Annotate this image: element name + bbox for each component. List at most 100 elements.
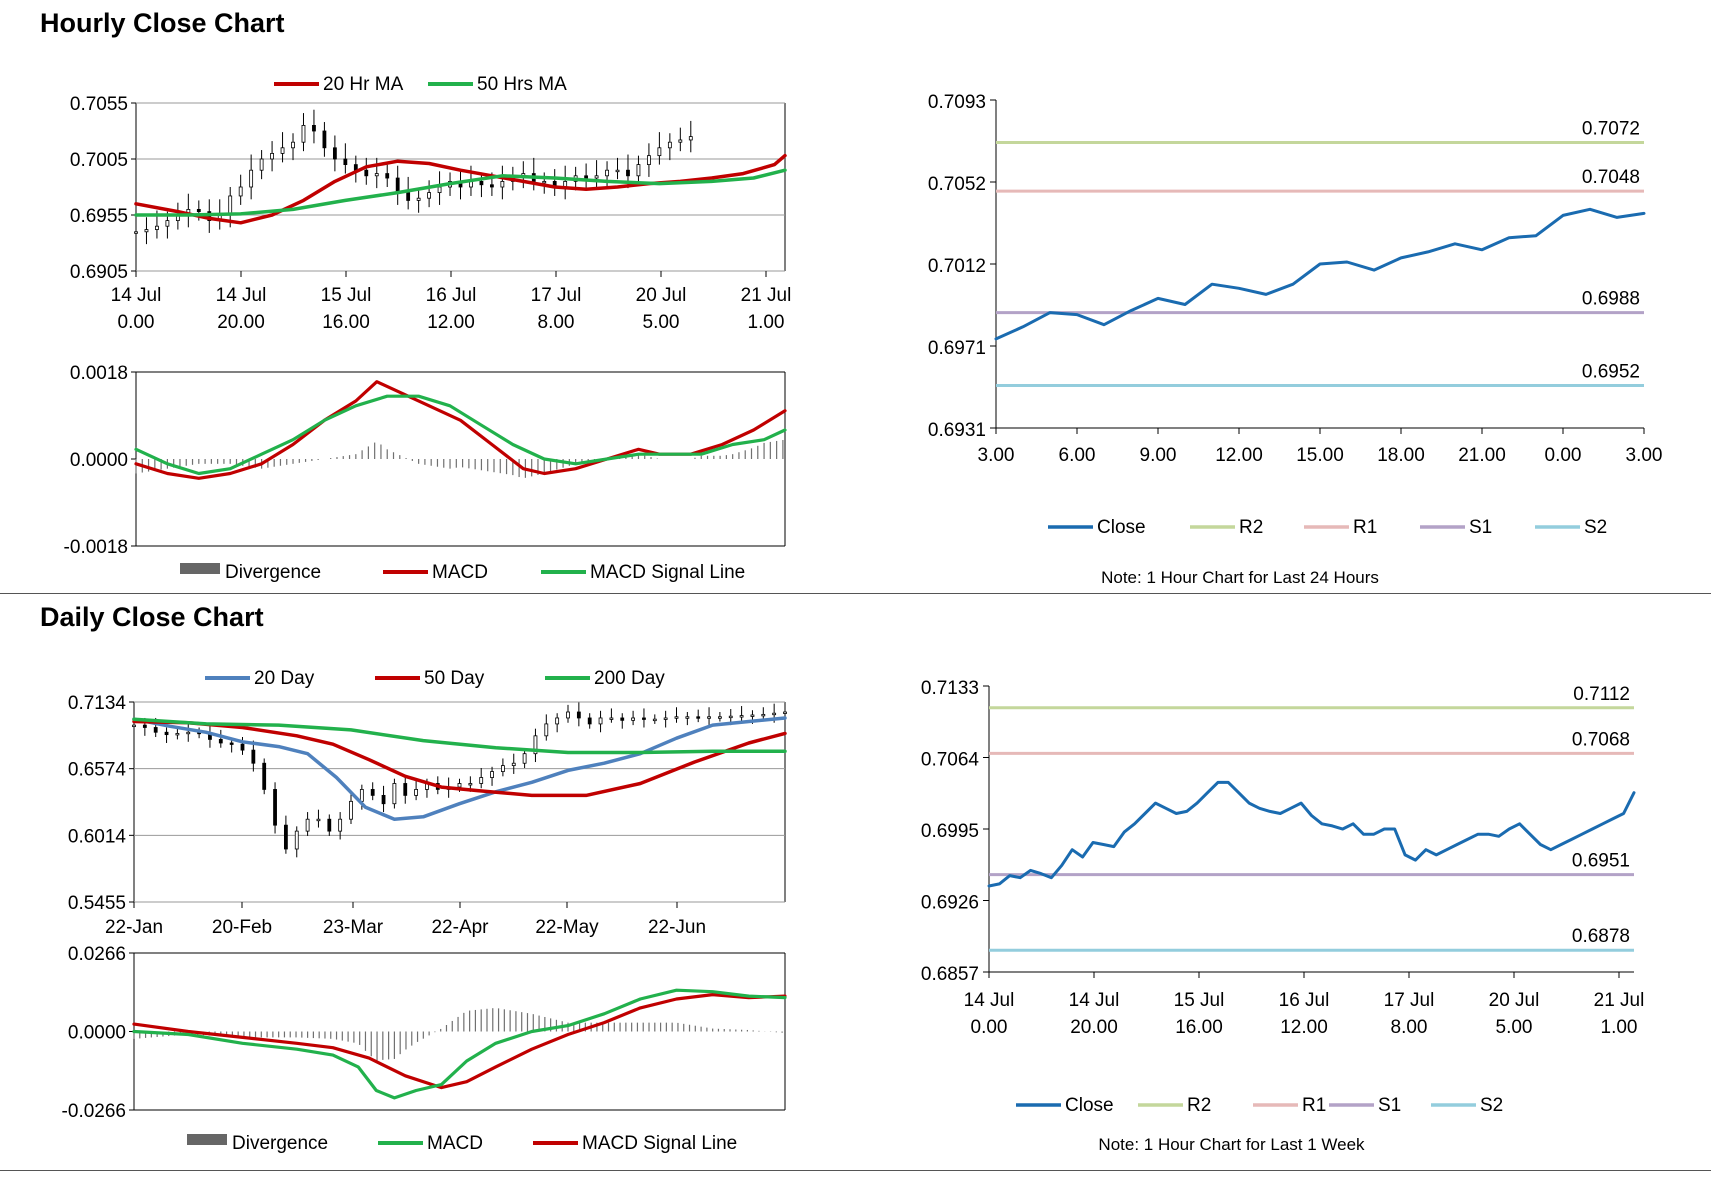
x-tick-label: 3.00: [978, 445, 1015, 466]
candle-body: [327, 818, 332, 832]
level-label-s2: 0.6952: [1582, 361, 1640, 382]
candle-body: [685, 716, 690, 719]
y-tick-label: 0.6014: [68, 826, 127, 847]
candle-body: [262, 762, 267, 790]
candle-body: [468, 783, 473, 786]
day200-line: [132, 717, 787, 755]
x-tick-label: 17 Jul: [1384, 990, 1435, 1011]
candle-body: [153, 727, 158, 733]
level-label-s2: 0.6878: [1572, 926, 1630, 947]
candle-body: [594, 175, 599, 179]
x-tick-label: 16 Jul: [1279, 990, 1330, 1011]
close-line: [994, 207, 1646, 341]
candle-body: [542, 180, 547, 184]
candle-body: [273, 789, 277, 826]
y-tick-label: 0.7052: [928, 174, 986, 195]
level-label-r2: 0.7112: [1573, 684, 1630, 705]
candle-body: [251, 749, 256, 764]
candle-body: [294, 830, 299, 850]
x-tick-label: 16.00: [1175, 1017, 1223, 1038]
y-tick-label: 0.0000: [68, 1023, 126, 1044]
x-tick-label: 20.00: [217, 312, 265, 333]
y-tick-label: 0.0266: [68, 944, 126, 965]
y-tick-label: 0.6995: [921, 821, 979, 842]
x-tick-label: 1.00: [748, 312, 785, 333]
ma50-line: [134, 168, 787, 217]
candle-body: [228, 195, 233, 216]
candle-body: [479, 777, 484, 784]
candle-body: [229, 742, 234, 745]
x-tick-label: 15.00: [1296, 445, 1344, 466]
candle-body: [416, 197, 421, 201]
candle-body: [395, 177, 400, 193]
candle-body: [364, 169, 369, 177]
legend-r2-label: R2: [1187, 1095, 1211, 1116]
candle-body: [678, 139, 683, 143]
legend-close-label: Close: [1097, 517, 1146, 538]
y-tick-label: 0.0000: [70, 450, 128, 471]
legend-20-day-label: 20 Day: [254, 668, 315, 689]
candle-body: [249, 169, 254, 188]
x-tick-label: 16.00: [322, 312, 370, 333]
legend-50hrs-ma-label: 50 Hrs MA: [477, 74, 567, 95]
x-tick-label: 21 Jul: [1594, 990, 1645, 1011]
candle-body: [783, 711, 787, 714]
x-tick-label: 15 Jul: [321, 285, 372, 306]
candle-body: [657, 147, 662, 157]
candle-body: [609, 717, 614, 720]
chart-note: Note: 1 Hour Chart for Last 1 Week: [1098, 1135, 1365, 1154]
candle-body: [636, 164, 641, 177]
y-tick-label: 0.6926: [921, 893, 979, 914]
candle-body: [312, 125, 316, 132]
bottom-divider: [0, 1170, 1711, 1171]
candle-body: [457, 783, 462, 788]
x-tick-label: 20.00: [1070, 1017, 1118, 1038]
candle-body: [667, 141, 672, 149]
level-label-r1: 0.7048: [1582, 167, 1640, 188]
candle-body: [587, 717, 592, 725]
level-label-s1: 0.6988: [1582, 289, 1640, 310]
daily-section-title: Daily Close Chart: [40, 602, 264, 632]
level-label-s1: 0.6951: [1572, 851, 1630, 872]
x-tick-label: 22-Apr: [431, 917, 489, 938]
candle-body: [374, 173, 379, 177]
legend-signal-label: MACD Signal Line: [590, 562, 745, 583]
y-tick-label: 0.7064: [921, 750, 980, 771]
y-tick-label: -0.0266: [62, 1101, 126, 1122]
candle-body: [620, 717, 625, 721]
legend-signal-label: MACD Signal Line: [582, 1133, 737, 1154]
close-line: [987, 780, 1636, 888]
candle-body: [132, 724, 136, 728]
y-tick-label: 0.6955: [70, 206, 128, 227]
candle-body: [259, 158, 264, 171]
candle-body: [631, 717, 635, 721]
candle-body: [186, 731, 191, 735]
candle-body: [349, 800, 353, 820]
candle-body: [642, 717, 646, 720]
legend-s2-label: S2: [1584, 517, 1607, 538]
y-tick-label: -0.0018: [64, 537, 128, 558]
candle-body: [707, 716, 711, 719]
legend-macd-label: MACD: [432, 562, 488, 583]
candle-body: [291, 141, 295, 149]
x-tick-label: 21.00: [1458, 445, 1506, 466]
candle-body: [427, 192, 431, 199]
candle-body: [739, 715, 744, 718]
x-tick-label: 22-Jun: [648, 917, 706, 938]
candle-body: [490, 771, 494, 778]
legend-50-day-label: 50 Day: [424, 668, 485, 689]
x-tick-label: 12.00: [1280, 1017, 1328, 1038]
legend-divergence-label: Divergence: [232, 1133, 328, 1154]
y-tick-label: 0.7005: [70, 150, 128, 171]
candle-body: [761, 713, 766, 717]
candle-body: [598, 717, 603, 725]
x-tick-label: 14 Jul: [216, 285, 267, 306]
x-tick-label: 3.00: [1626, 445, 1663, 466]
x-tick-label: 9.00: [1140, 445, 1177, 466]
legend-r1-label: R1: [1353, 517, 1377, 538]
x-tick-label: 5.00: [1496, 1017, 1533, 1038]
candle-body: [605, 169, 609, 177]
candle-body: [576, 711, 581, 719]
candle-body: [165, 220, 170, 227]
x-tick-label: 1.00: [1601, 1017, 1638, 1038]
